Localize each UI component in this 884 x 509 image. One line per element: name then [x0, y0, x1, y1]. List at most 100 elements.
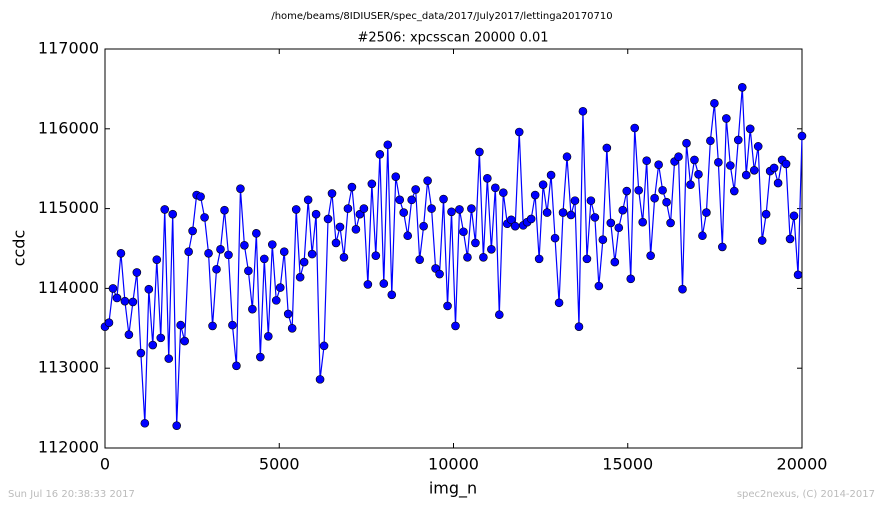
data-point	[650, 193, 659, 203]
data-point	[196, 192, 205, 201]
data-point	[674, 152, 683, 162]
data-point	[582, 254, 592, 264]
y-axis-label: ccdc	[10, 230, 29, 267]
data-point	[562, 152, 572, 162]
plot-frame	[104, 48, 803, 449]
data-point	[224, 250, 233, 260]
data-point	[371, 251, 381, 260]
data-point	[419, 221, 428, 231]
x-axis-label: img_n	[429, 479, 477, 499]
data-point	[172, 421, 181, 430]
data-point	[275, 283, 285, 292]
data-point	[120, 296, 130, 306]
data-point	[682, 138, 691, 148]
data-point	[745, 124, 755, 134]
data-point	[514, 127, 524, 137]
data-point	[279, 247, 289, 256]
data-point	[295, 272, 305, 282]
x-tick-label: 0	[100, 455, 110, 474]
data-point	[259, 254, 269, 264]
data-point	[148, 340, 158, 350]
data-point	[144, 284, 154, 294]
data-point	[180, 336, 189, 346]
data-point	[435, 269, 444, 279]
data-point	[343, 204, 353, 213]
data-point	[311, 209, 321, 219]
data-point	[534, 254, 544, 264]
data-point	[749, 165, 759, 175]
data-point	[411, 185, 420, 194]
data-point	[315, 375, 325, 384]
data-point	[216, 244, 225, 254]
chart-suptitle: /home/beams/8IDIUSER/spec_data/2017/July…	[271, 11, 612, 22]
y-tick-label: 112000	[38, 438, 99, 457]
data-point	[463, 252, 472, 262]
data-point	[542, 208, 552, 217]
data-point	[264, 331, 273, 341]
data-point	[399, 208, 408, 217]
data-point	[447, 207, 456, 217]
data-point	[570, 196, 580, 205]
data-point	[710, 98, 719, 108]
data-point	[359, 204, 369, 213]
data-line	[104, 87, 803, 426]
data-point	[634, 185, 643, 195]
data-point	[550, 233, 560, 243]
data-point	[789, 211, 799, 221]
y-tick-label: 114000	[38, 278, 99, 297]
data-point	[220, 205, 229, 215]
data-point	[753, 142, 763, 151]
data-point	[598, 235, 608, 245]
data-point	[188, 226, 197, 236]
data-point	[785, 234, 795, 244]
data-point	[391, 172, 401, 181]
data-point	[578, 106, 588, 116]
data-point	[176, 320, 185, 330]
data-point	[407, 195, 416, 205]
data-point	[718, 242, 727, 252]
x-tick-label: 10000	[428, 455, 479, 474]
data-point	[698, 231, 707, 241]
data-point	[618, 205, 628, 215]
data-point	[323, 214, 333, 224]
chart-title: #2506: xpcsscan 20000 0.01	[357, 31, 548, 46]
x-tick-label: 20000	[777, 455, 828, 474]
data-point	[602, 143, 612, 153]
data-point	[530, 190, 540, 200]
data-point	[443, 301, 452, 311]
data-point	[267, 240, 277, 249]
data-point	[741, 170, 751, 180]
data-point	[574, 322, 584, 332]
data-point	[757, 236, 767, 245]
data-point	[566, 210, 576, 220]
data-point	[793, 270, 803, 280]
data-point	[415, 255, 424, 264]
data-point	[642, 156, 651, 166]
data-point	[614, 223, 624, 233]
data-point	[439, 194, 448, 204]
data-point	[586, 196, 596, 205]
data-point	[706, 136, 715, 146]
data-point	[116, 248, 126, 258]
data-point	[256, 352, 265, 362]
data-point	[375, 150, 385, 159]
data-point	[499, 188, 508, 197]
data-point	[184, 247, 193, 256]
data-point	[733, 135, 743, 145]
data-point	[479, 252, 488, 262]
data-point	[797, 131, 807, 141]
data-point	[610, 257, 620, 267]
data-point	[383, 140, 393, 150]
x-tick-label: 15000	[602, 455, 653, 474]
data-point	[646, 251, 655, 260]
data-point	[467, 204, 476, 213]
data-point	[491, 183, 500, 193]
data-point	[204, 248, 213, 258]
data-point	[654, 160, 663, 170]
data-point	[160, 205, 170, 214]
x-tick-label: 5000	[259, 455, 300, 474]
data-point	[335, 222, 345, 232]
data-point	[351, 225, 361, 234]
data-point	[558, 208, 568, 217]
